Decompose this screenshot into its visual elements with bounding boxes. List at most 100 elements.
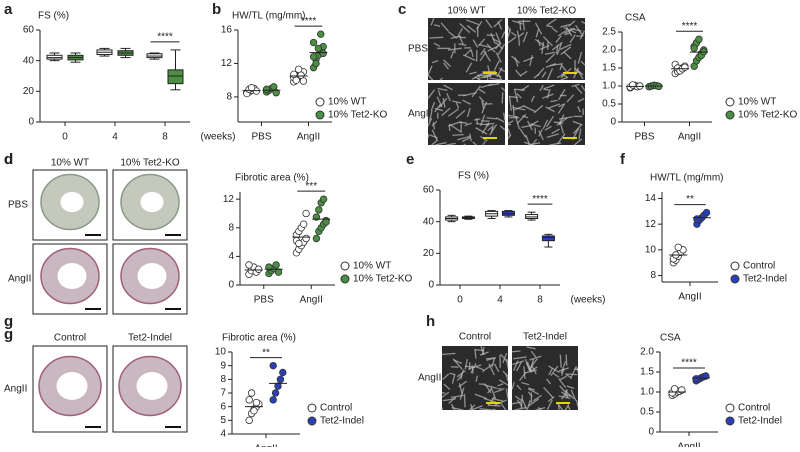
data-point [291,71,298,78]
data-point [303,210,310,217]
column-label: 10% Tet2-KO [517,6,577,17]
y-tick-label: 4 [220,429,226,440]
y-tick-label: 12 [645,219,657,230]
chart-title: Fibrotic area (%) [222,333,296,344]
data-point [320,50,327,57]
x-tick-label: AngII [297,132,320,143]
data-point [316,207,323,214]
data-point [691,45,698,52]
data-point [703,209,710,216]
data-point [310,53,317,60]
legend-label: 10% WT [738,97,776,108]
data-point [248,390,255,397]
row-label: AngII [4,384,27,395]
legend-label: Control [320,403,352,414]
y-tick-label: 0.5 [640,407,654,418]
x-axis-label: (weeks) [570,295,605,306]
data-point [296,240,303,247]
sig-label: **** [682,21,698,32]
legend-label: 10% WT [353,261,391,272]
data-point [696,36,703,43]
chart-title: FS (%) [38,11,69,22]
x-tick-label: PBS [634,132,654,143]
box [542,236,554,241]
x-tick-label: PBS [251,132,271,143]
y-tick-label: 14 [645,193,657,204]
legend-marker [731,275,739,283]
x-tick-label: 4 [497,295,503,306]
y-tick-label: 5 [220,415,226,426]
ventricle [137,372,168,400]
data-point [629,82,636,89]
y-tick-label: 2.0 [602,45,616,56]
panel-letter: e [406,151,414,168]
cell-border [452,135,463,136]
legend-marker [341,275,349,283]
x-tick-label: AngII [677,442,700,447]
ventricle [57,372,88,400]
chart-title: Fibrotic area (%) [235,173,309,184]
y-tick-label: 40 [23,55,35,66]
data-point [693,376,700,383]
cell-border [502,93,503,104]
legend-label: 10% WT [328,97,366,108]
y-tick-label: 8 [226,92,232,103]
x-tick-label: AngII [678,292,701,303]
y-tick-label: 10 [645,244,657,255]
panel-letter: g [4,326,13,343]
x-tick-label: 4 [112,132,118,143]
cell-border [560,355,561,368]
column-label: Control [459,332,491,343]
column-label: 10% WT [51,158,89,169]
ventricle [140,192,163,212]
y-tick-label: 6 [220,401,226,412]
legend-label: 10% Tet2-KO [328,110,388,121]
row-label: AngII [8,274,31,285]
legend-marker [341,262,349,270]
data-point [272,390,279,397]
data-point [246,417,253,424]
x-tick-label: 8 [162,132,168,143]
legend-label: Tet2-Indel [738,416,782,427]
row-label: PBS [408,44,428,55]
column-label: Control [54,333,86,344]
legend-label: Control [738,403,770,414]
legend-marker [731,262,739,270]
image-panel: 10% WT 10% Tet2-KO PBS AngII [408,6,585,145]
data-point [248,84,255,91]
micrograph [508,83,585,145]
data-point [682,64,689,71]
panel-letter: h [426,313,435,330]
data-point [275,269,282,276]
data-point [313,60,320,67]
y-tick-label: 0 [228,280,234,291]
y-tick-label: 12 [221,58,233,69]
y-tick-label: 0.5 [602,99,616,110]
x-tick-label: 0 [62,132,68,143]
legend-marker [726,98,734,106]
x-tick-label: AngII [300,295,323,306]
y-tick-label: 16 [221,25,233,36]
cell-border [520,21,521,30]
data-point [277,376,284,383]
y-tick-label: 12 [223,194,235,205]
data-point [694,216,701,223]
panel-letter: c [398,1,406,18]
sig-label: **** [157,32,173,43]
cell-border [492,409,496,410]
cell-border [565,374,577,375]
y-tick-label: 1.5 [602,63,616,74]
data-point [310,39,317,46]
legend-label: 10% Tet2-KO [738,110,798,121]
column-label: 10% WT [447,6,485,17]
data-point [675,244,682,251]
row-label: AngII [408,109,431,120]
y-tick-label: 0 [28,117,34,128]
sig-label: *** [305,181,317,192]
x-tick-label: PBS [254,295,274,306]
legend-marker [726,111,734,119]
legend-label: 10% Tet2-KO [353,274,413,285]
